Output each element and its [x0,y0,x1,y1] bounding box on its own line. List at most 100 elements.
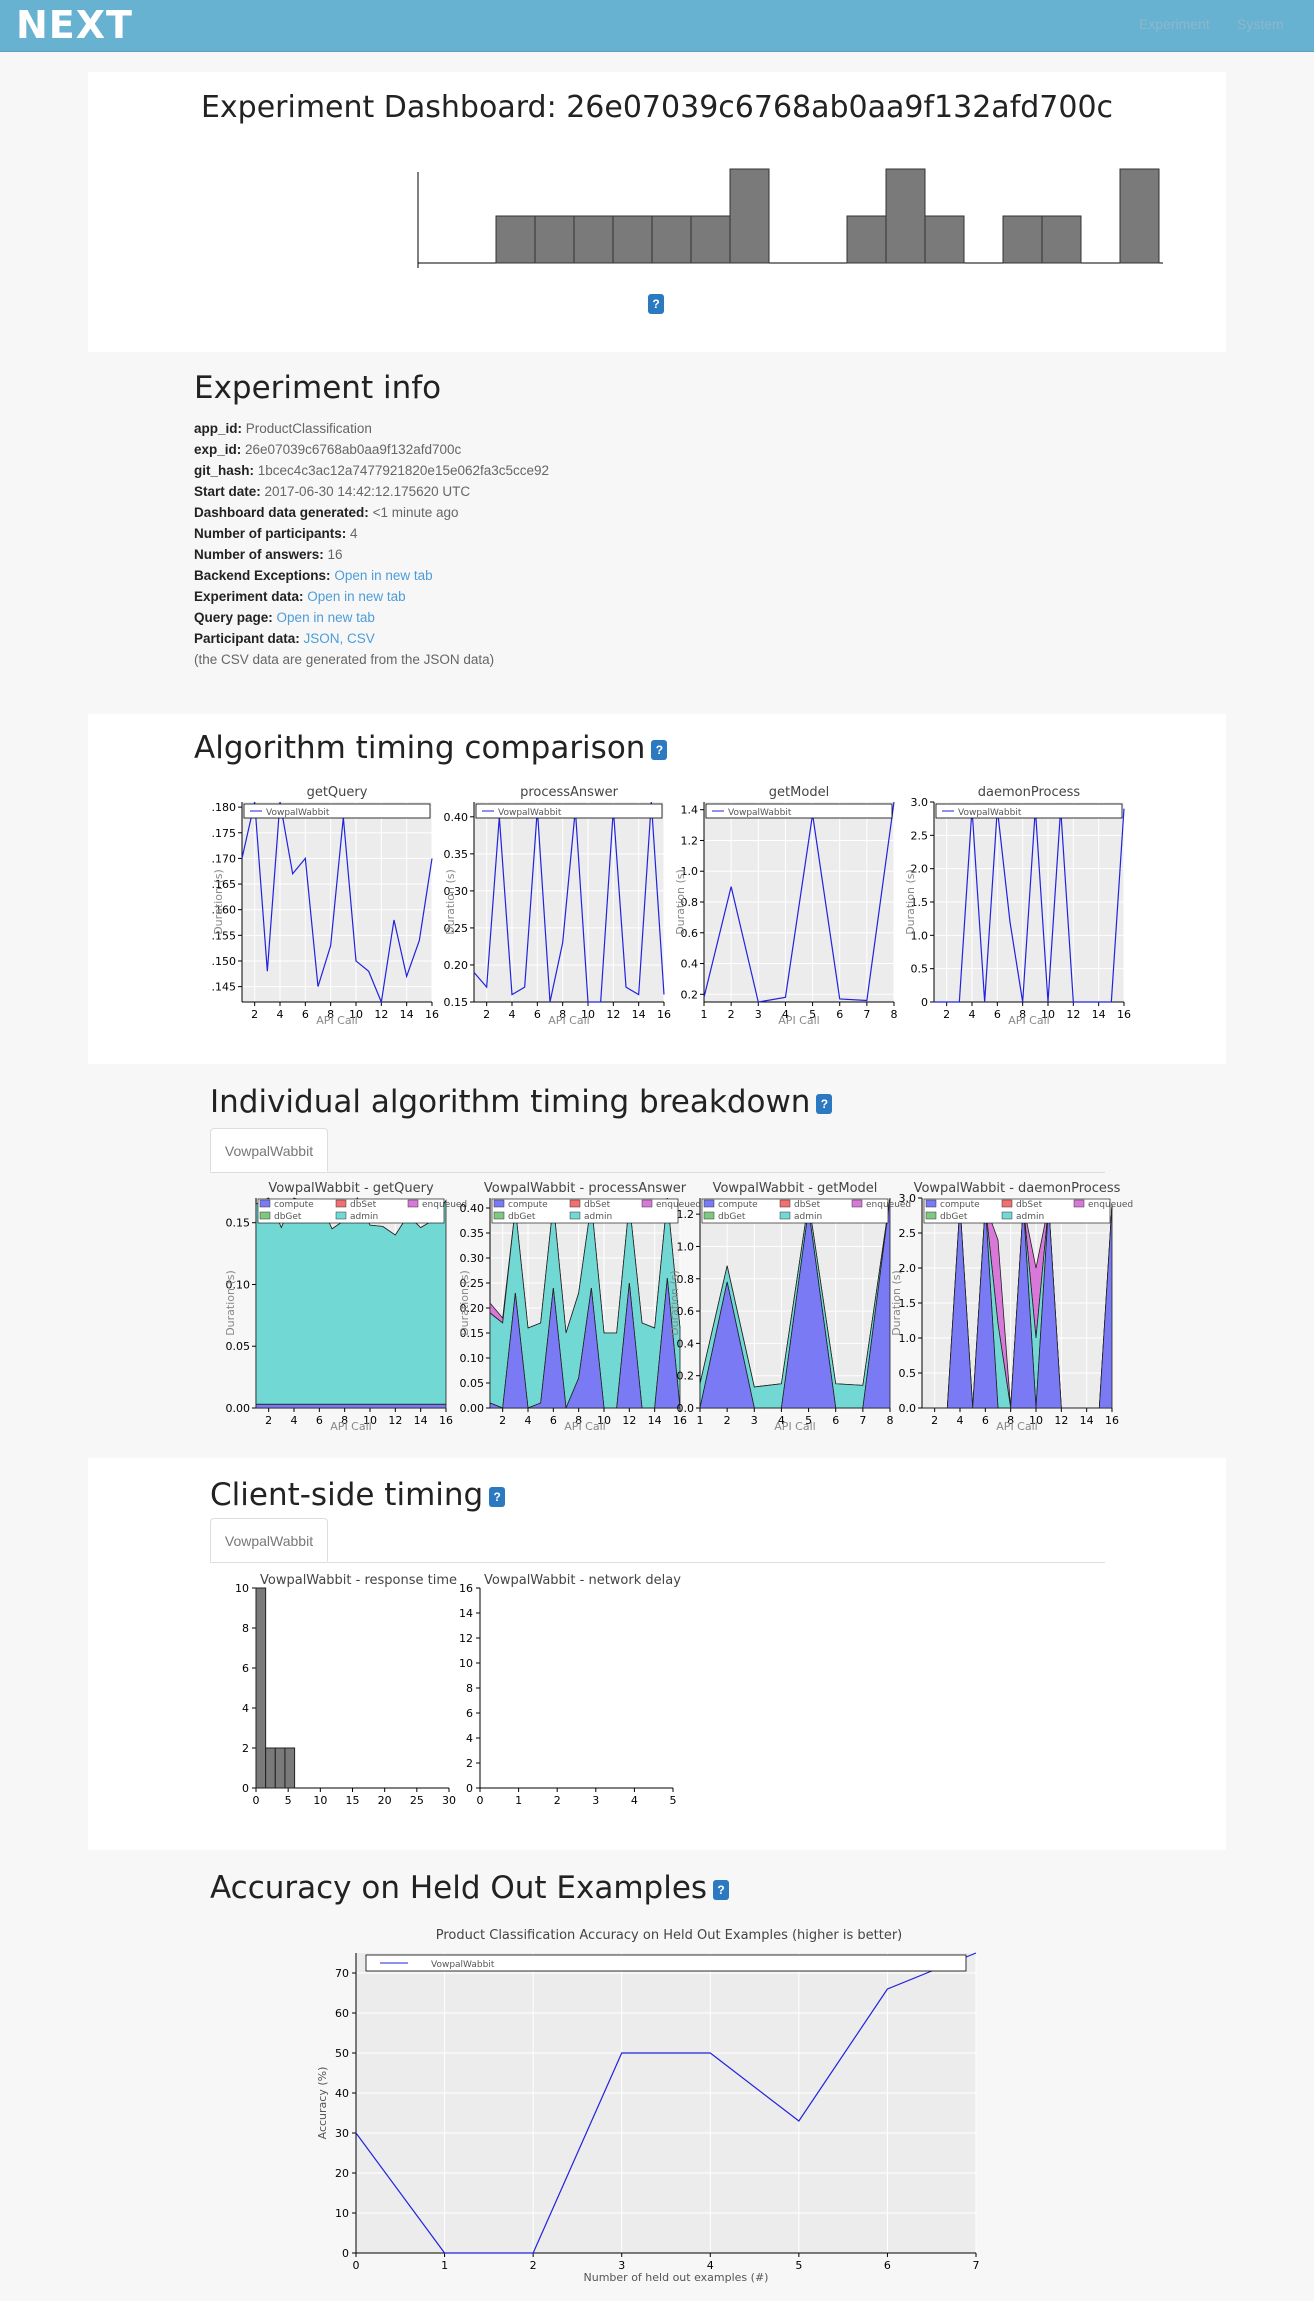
legend-label: dbSet [584,1200,611,1210]
legend-swatch [779,1211,791,1220]
breakdown-help-button[interactable]: ? [816,1093,833,1114]
y-tick-label: 0.35 [460,1227,485,1240]
x-tick-label: 5 [795,2259,802,2272]
info-value: 16 [327,547,343,562]
y-tick-label: 10 [459,1657,473,1670]
timing-help-button[interactable]: ? [651,739,668,760]
y-tick-label: 0.25 [460,1277,485,1290]
x-tick-label: 5 [809,1008,816,1021]
chart-title: VowpalWabbit - getQuery [268,1181,434,1196]
info-label: Backend Exceptions: [194,568,331,583]
y-tick-label: .165 [212,878,237,891]
legend-label: admin [794,1212,822,1222]
info-label: git_hash: [194,463,255,478]
dashboard-help-button[interactable]: ? [648,294,664,314]
info-link[interactable]: JSON, CSV [303,631,375,646]
legend-swatch [703,1199,715,1208]
legend-swatch [569,1211,581,1220]
y-tick-label: .150 [212,955,237,968]
experiment-info-list: app_id: ProductClassification exp_id: 26e… [194,418,549,670]
info-row: Query page: Open in new tab [194,607,549,628]
legend: compute dbSet enqueued dbGet admin [923,1198,1133,1224]
x-tick-label: 4 [291,1414,298,1427]
info-value: 1bcec4c3ac12a7477921820e15e062fa3c5cce92 [257,463,550,478]
hist-bar [1041,215,1082,264]
y-tick-label: 2.0 [899,1262,917,1275]
x-tick-label: 2 [251,1008,258,1021]
x-tick-label: 6 [994,1008,1001,1021]
legend-label: VowpalWabbit [728,808,792,818]
legend-label: admin [350,1212,378,1222]
tab-vowpalwabbit-client[interactable]: VowpalWabbit [210,1518,328,1562]
accuracy-chart: Product Classification Accuracy on Held … [316,1928,980,2284]
x-tick-label: 10 [581,1008,595,1021]
x-tick-label: 1 [701,1008,708,1021]
chart-title: VowpalWabbit - response time [260,1573,457,1588]
accuracy-help-button[interactable]: ? [713,1879,730,1900]
chart-title: VowpalWabbit - processAnswer [484,1181,687,1196]
legend-swatch [407,1199,419,1208]
hist-bar [651,215,692,264]
info-label: exp_id: [194,442,242,457]
y-tick-label: 0.5 [899,1367,917,1380]
compute-area [255,1403,447,1409]
x-tick-label: 5 [285,1794,292,1807]
hist-bar [846,215,887,264]
x-tick-label: 16 [439,1414,453,1427]
legend-label: dbGet [508,1212,536,1222]
info-label: Experiment data: [194,589,304,604]
y-axis-label: Duration (s) [668,1270,681,1336]
hist-bar [885,168,926,264]
series-line [355,1952,977,2254]
y-tick-label: 8 [242,1622,249,1635]
info-value: 4 [350,526,358,541]
tab-vowpalwabbit[interactable]: VowpalWabbit [210,1128,328,1172]
info-value: 2017-06-30 14:42:12.175620 UTC [264,484,471,499]
legend-swatch [703,1211,715,1220]
x-tick-label: 4 [778,1414,785,1427]
info-row: git_hash: 1bcec4c3ac12a7477921820e15e062… [194,460,549,481]
info-link[interactable]: Open in new tab [276,610,375,625]
info-link[interactable]: Open in new tab [307,589,406,604]
hist-bar [924,215,965,264]
nav-link-system[interactable]: System [1237,16,1284,32]
chart-title: daemonProcess [978,785,1081,800]
x-tick-label: 0 [477,1794,484,1807]
info-row: exp_id: 26e07039c6768ab0aa9f132afd700c [194,439,549,460]
x-tick-label: 8 [887,1414,894,1427]
legend-box [243,803,431,819]
hist-bar [612,215,653,264]
info-row: Participant data: JSON, CSV [194,628,549,649]
breakdown-title-text: Individual algorithm timing breakdown [210,1084,811,1120]
legend-label: dbSet [350,1200,377,1210]
legend-label: dbGet [274,1212,302,1222]
legend-label: VowpalWabbit [266,808,330,818]
y-tick-label: 2.5 [899,1227,917,1240]
y-tick-label: 60 [335,2007,349,2020]
legend-label: compute [718,1200,758,1210]
x-tick-label: 12 [388,1414,402,1427]
y-tick-label: 0.35 [444,848,469,861]
series-line [241,801,433,1005]
info-value: ProductClassification [245,421,372,436]
legend-swatch [851,1199,863,1208]
x-tick-label: 8 [559,1008,566,1021]
legend-label: compute [940,1200,980,1210]
brand-logo[interactable]: NEXT [16,3,133,47]
info-link[interactable]: Open in new tab [334,568,433,583]
x-tick-label: 30 [442,1794,456,1807]
x-axis-label: API Call [996,1420,1037,1433]
breakdown-chart: VowpalWabbit - processAnswer 0.00 0.05 0.10… [458,1181,701,1433]
x-tick-label: 10 [349,1008,363,1021]
nav-link-experiment[interactable]: Experiment [1139,16,1210,32]
y-tick-label: 40 [335,2087,349,2100]
chart-title: VowpalWabbit - daemonProcess [914,1181,1121,1196]
x-tick-label: 16 [657,1008,671,1021]
info-row: Experiment data: Open in new tab [194,586,549,607]
y-tick-label: 6 [466,1707,473,1720]
y-tick-label: 0.2 [681,988,699,1001]
y-tick-label: 70 [335,1967,349,1980]
x-tick-label: 4 [631,1794,638,1807]
hist-bar [274,1747,286,1789]
client-help-button[interactable]: ? [489,1486,506,1507]
